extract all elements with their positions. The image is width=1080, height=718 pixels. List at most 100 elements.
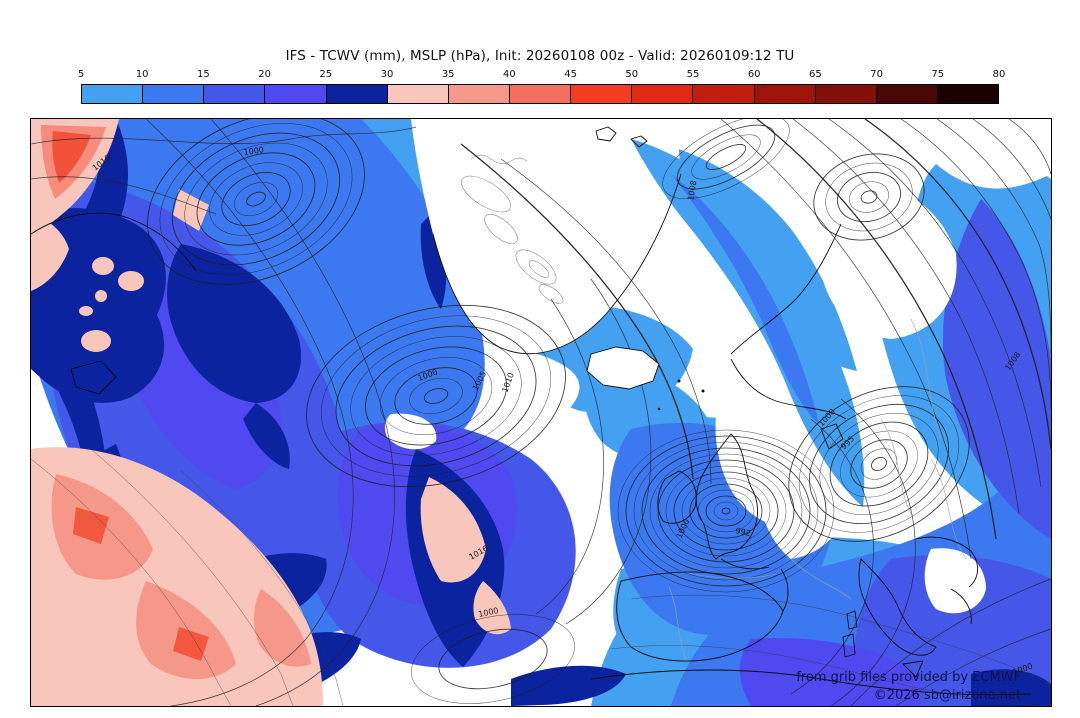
isobar-ring [837, 171, 901, 223]
isobar-ring [423, 388, 449, 404]
colorbar-tick-label: 80 [992, 69, 1006, 80]
coastline-layer [31, 126, 1032, 696]
colorbar-segment [632, 85, 694, 103]
colorbar-segment [754, 85, 816, 103]
colorbar-segment [265, 85, 327, 103]
isobar-ring [209, 162, 303, 236]
isobar-ring [809, 403, 949, 525]
isobar-ring [633, 441, 819, 581]
isobar-ring [409, 377, 463, 415]
colorbar-tick-label: 55 [686, 69, 700, 80]
isobar-ring [171, 132, 341, 266]
colorbar-tick-label: 65 [809, 69, 822, 80]
isobar-ring [665, 465, 787, 557]
isobar-ring [819, 412, 939, 516]
border-layer [668, 318, 967, 660]
colorbar-tick-label: 70 [870, 69, 883, 80]
isobar-ring [713, 501, 739, 521]
isobar-ring [184, 142, 328, 256]
isobar-ring [350, 336, 522, 456]
colorbar-tick-label: 60 [747, 69, 761, 80]
colorbar-tick-label: 5 [77, 69, 85, 80]
colorbar: 5 10 15 20 25 30 35 40 45 50 55 60 65 70 75 80 [77, 69, 1006, 104]
colorbar-tick-label: 40 [503, 69, 516, 80]
isobar-ring [798, 395, 960, 533]
isobar-ring [705, 144, 747, 170]
isobar-label: 992 [735, 526, 752, 538]
colorbar-tick-label: 25 [319, 69, 333, 80]
page-title: IFS - TCWV (mm), MSLP (hPa), Init: 20260… [285, 48, 795, 64]
attribution-line-1: from grib files provided by ECMWF [796, 670, 1021, 685]
isobar-ring [246, 191, 266, 207]
colorbar-segment [571, 85, 633, 103]
isobar-ring [159, 123, 353, 275]
norwegian-moisture-band [631, 139, 865, 507]
colorbar-segment [204, 85, 266, 103]
isobar-ring [649, 453, 803, 569]
isobar-ring [840, 430, 918, 498]
dry-air-layer [384, 119, 1051, 614]
azores-high-cell [411, 614, 575, 704]
isobar-ring [850, 439, 908, 489]
colorbar-segment [82, 85, 144, 103]
isobar-ring [411, 614, 575, 704]
colorbar-tick-label: 50 [625, 69, 639, 80]
isobar-ring [394, 367, 478, 425]
isobar-label: 1000 [478, 606, 500, 619]
isobar-ring [438, 628, 548, 690]
isobar-ring [641, 447, 811, 575]
colorbar-tick-label: 75 [931, 69, 945, 80]
colorbar-ticks: 5 10 15 20 25 30 35 40 45 50 55 60 65 70 75 80 [77, 69, 1006, 84]
colorbar-segment [387, 85, 449, 103]
isobar-ring [196, 152, 316, 246]
isobar-ring [829, 421, 929, 507]
isobar-ring [364, 346, 508, 446]
isobar-ring [147, 119, 365, 285]
colorbar-tick-label: 10 [135, 69, 149, 80]
isobar-ring [788, 386, 970, 542]
colorbar-segment [448, 85, 510, 103]
balkans-low [788, 386, 970, 542]
isobar-ring [705, 495, 747, 527]
isobar-ring [681, 477, 771, 545]
isobar-ring [871, 457, 887, 471]
isobar-ring [221, 172, 291, 226]
colorbar-segment [815, 85, 877, 103]
colorbar-tick-label: 45 [564, 69, 577, 80]
colorbar-segment [937, 85, 999, 103]
isobar-ring [813, 153, 925, 241]
ne-ridge-high [662, 119, 790, 199]
baltic-low [813, 153, 925, 241]
isobar-ring [335, 325, 537, 467]
isobar-ring [625, 435, 827, 587]
isobar-ring [860, 190, 878, 204]
isobar-ring [320, 315, 552, 477]
colorbar-tick-label: 35 [441, 69, 455, 80]
colorbar-tick-label: 30 [380, 69, 394, 80]
mid-atlantic-low [306, 304, 566, 488]
greenland-low [147, 119, 365, 285]
isobar-label: 1008 [686, 180, 698, 202]
isobar-ring [673, 471, 779, 551]
isobar-ring [233, 182, 279, 216]
isobar-ring [689, 483, 763, 539]
isobar-label: 1000 [243, 145, 264, 157]
colorbar-segment [143, 85, 205, 103]
isobar-ring [849, 181, 889, 213]
colorbar-segment [693, 85, 755, 103]
attribution-line-2: ©2026 sb@irizone.net [874, 688, 1021, 703]
france-low [617, 429, 835, 593]
weather-map: 1000 1016 1008 1000 1005 1010 992 1000 995 1000 10… [30, 118, 1052, 707]
isobar-ring [691, 134, 761, 180]
colorbar-tick-label: 15 [197, 69, 210, 80]
colorbar-tick-label: 20 [258, 69, 271, 80]
colorbar-segment [876, 85, 938, 103]
isobar-ring [662, 119, 790, 199]
colorbar-segment [509, 85, 572, 103]
isobar-ring [306, 304, 566, 488]
isobar-ring [379, 357, 493, 435]
colorbar-segments [81, 84, 999, 104]
